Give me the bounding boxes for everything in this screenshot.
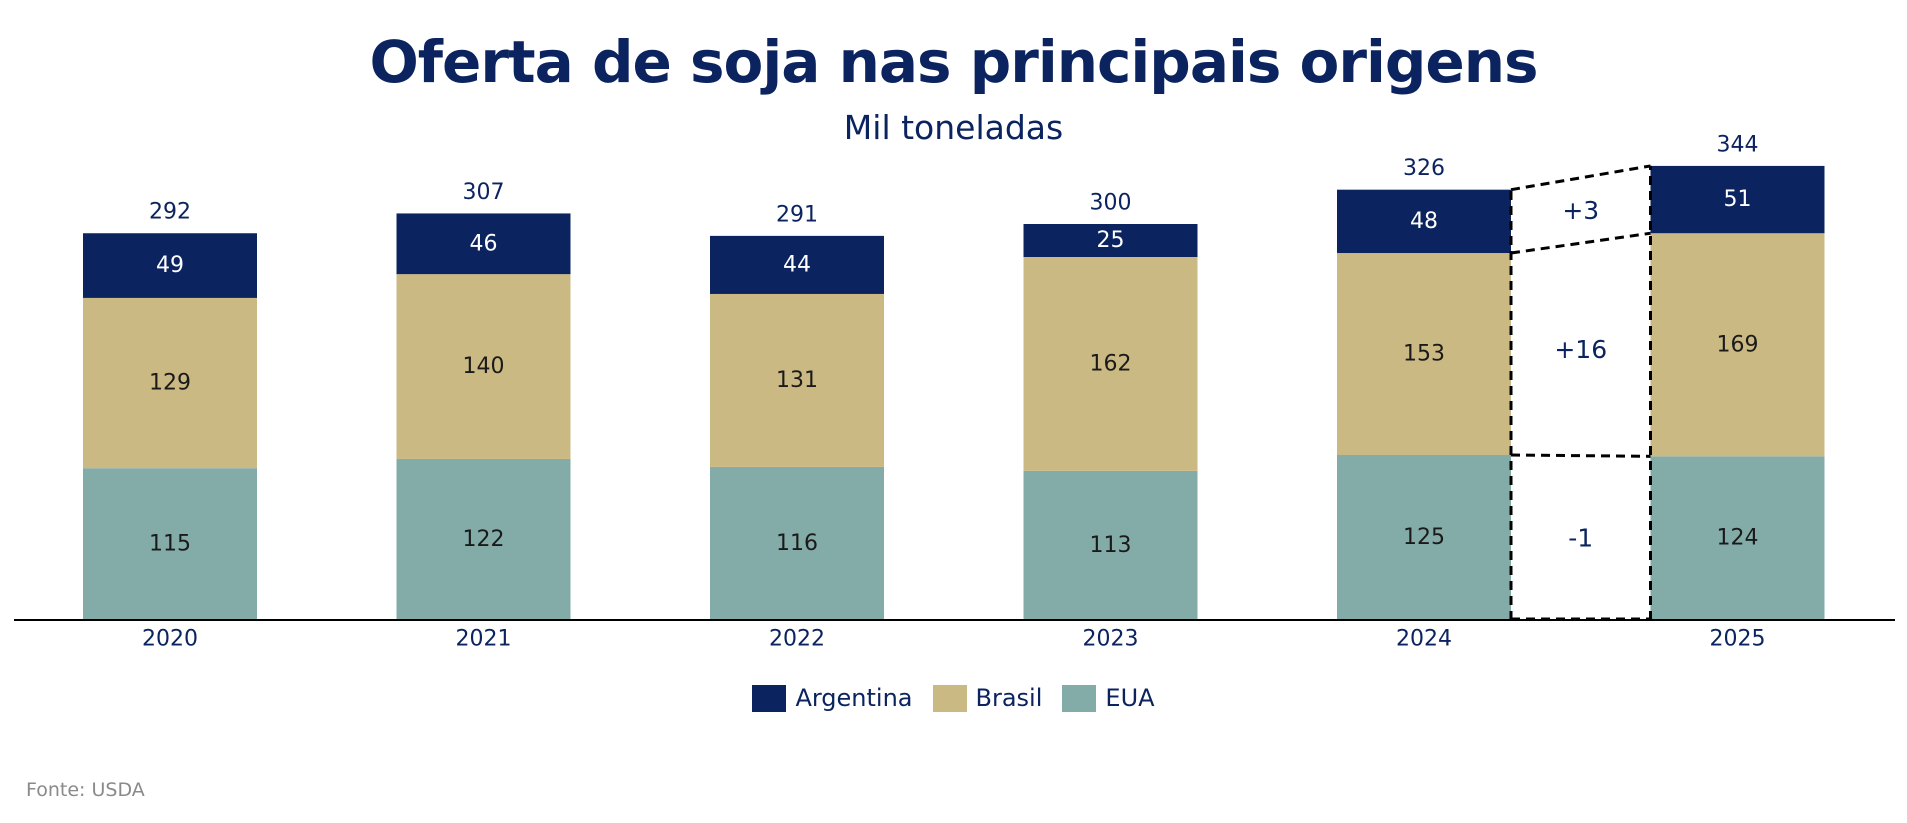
data-label-eua-2023: 113	[1090, 533, 1132, 558]
total-label-2021: 307	[463, 180, 505, 205]
bridge-connector-3	[1510, 164, 1651, 192]
data-label-eua-2025: 124	[1717, 526, 1759, 551]
data-label-argentina-2024: 48	[1410, 209, 1438, 234]
total-label-2024: 326	[1403, 156, 1445, 181]
bar-brasil-2020	[83, 297, 257, 469]
bar-brasil-2022	[710, 293, 884, 467]
total-label-2023: 300	[1090, 191, 1132, 216]
data-label-brasil-2024: 153	[1403, 342, 1445, 367]
bar-argentina-2023	[1023, 224, 1198, 257]
bar-eua-2020	[83, 468, 257, 620]
data-label-argentina-2020: 49	[156, 253, 184, 278]
x-tick-label-2025: 2025	[1710, 627, 1766, 652]
source-note: Fonte: USDA	[26, 779, 145, 801]
data-label-argentina-2025: 51	[1724, 187, 1752, 212]
bar-argentina-2022	[710, 235, 884, 294]
x-tick-label-2022: 2022	[769, 627, 825, 652]
data-label-argentina-2023: 25	[1097, 228, 1125, 253]
stacked-bar-chart: 115 129 49 292 2020 122 140 46 307 2021 116 131 44 29…	[14, 132, 1895, 652]
data-label-brasil-2021: 140	[463, 354, 505, 379]
bar-argentina-2020	[83, 233, 257, 298]
x-tick-label-2023: 2023	[1083, 627, 1139, 652]
bridge-change-brasil: +16	[1554, 335, 1607, 364]
legend-label-brasil: Brasil	[975, 684, 1043, 712]
data-label-eua-2020: 115	[149, 532, 191, 557]
x-tick-label-2020: 2020	[142, 627, 198, 652]
total-label-2020: 292	[149, 200, 191, 225]
legend-swatch-eua	[1062, 684, 1097, 712]
data-label-brasil-2020: 129	[149, 371, 191, 396]
data-label-eua-2022: 116	[776, 531, 818, 556]
bridge-change-eua: -1	[1568, 523, 1593, 552]
chart-subtitle: Mil toneladas	[843, 108, 1064, 147]
bridge-change-argentina: +3	[1562, 196, 1599, 225]
bar-brasil-2024	[1337, 253, 1511, 455]
data-label-argentina-2021: 46	[470, 231, 498, 256]
total-label-2025: 344	[1717, 132, 1759, 157]
legend-item-brasil: Brasil	[932, 684, 1043, 712]
bar-brasil-2025	[1650, 233, 1825, 457]
data-label-eua-2021: 122	[463, 527, 505, 552]
x-tick-label-2021: 2021	[456, 627, 512, 652]
bar-argentina-2024	[1337, 189, 1511, 254]
bar-eua-2024	[1337, 455, 1511, 620]
bar-brasil-2021	[396, 274, 571, 459]
bar-eua-2022	[710, 466, 884, 620]
bar-eua-2021	[396, 458, 571, 620]
legend-item-eua: EUA	[1062, 684, 1155, 712]
chart-title: Oferta de soja nas principais origens	[369, 28, 1538, 96]
bridge-connector-2	[1510, 231, 1651, 255]
bar-argentina-2025	[1650, 165, 1825, 234]
legend-swatch-argentina	[752, 684, 787, 712]
data-label-argentina-2022: 44	[783, 252, 811, 277]
chart-legend: Argentina Brasil EUA	[0, 684, 1907, 712]
x-tick-label-2024: 2024	[1396, 627, 1452, 652]
bridge-connector-1	[1510, 453, 1651, 458]
data-label-brasil-2025: 169	[1717, 332, 1759, 357]
bar-eua-2023	[1023, 470, 1198, 620]
total-label-2022: 291	[776, 202, 818, 227]
bar-argentina-2021	[396, 213, 571, 275]
legend-label-argentina: Argentina	[795, 684, 913, 712]
data-label-brasil-2023: 162	[1090, 351, 1132, 376]
bar-brasil-2023	[1023, 257, 1198, 471]
bar-eua-2025	[1650, 456, 1825, 620]
data-label-brasil-2022: 131	[776, 368, 818, 393]
legend-label-eua: EUA	[1105, 684, 1155, 712]
legend-swatch-brasil	[932, 684, 967, 712]
legend-item-argentina: Argentina	[752, 684, 913, 712]
data-label-eua-2024: 125	[1403, 525, 1445, 550]
